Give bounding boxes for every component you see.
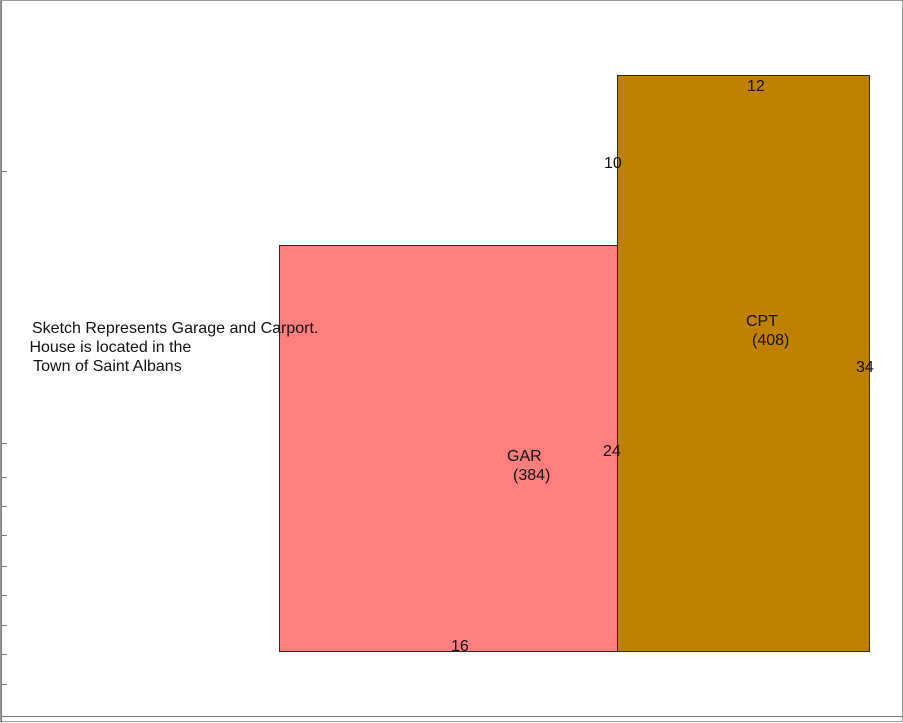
left-ruler <box>1 1 2 723</box>
garage-code-label: GAR <box>507 448 542 465</box>
ruler-tick <box>1 171 7 172</box>
note-line-1: Sketch Represents Garage and Carport. <box>32 320 319 337</box>
ruler-tick <box>1 595 7 596</box>
ruler-tick <box>1 684 7 685</box>
carport-area[interactable] <box>617 75 870 652</box>
dimension-carport-top: 12 <box>747 78 765 95</box>
dimension-carport-right: 34 <box>856 359 874 376</box>
dimension-garage-bottom: 16 <box>451 638 469 655</box>
carport-sqft-label: (408) <box>752 332 790 349</box>
ruler-tick <box>1 535 7 536</box>
dimension-garage-right: 24 <box>603 443 621 460</box>
carport-edge-shade <box>864 76 866 651</box>
note-line-3: Town of Saint Albans <box>29 358 182 375</box>
bottom-ruler <box>1 716 903 717</box>
note-line-2: House is located in the <box>25 339 192 356</box>
ruler-tick <box>1 654 7 655</box>
garage-sqft-label: (384) <box>513 467 551 484</box>
ruler-tick <box>1 566 7 567</box>
carport-code-label: CPT <box>746 313 778 330</box>
ruler-tick <box>1 443 7 444</box>
ruler-tick <box>1 506 7 507</box>
garage-area[interactable] <box>279 245 618 652</box>
ruler-tick <box>1 625 7 626</box>
ruler-tick <box>1 477 7 478</box>
dimension-carport-left: 10 <box>604 155 622 172</box>
